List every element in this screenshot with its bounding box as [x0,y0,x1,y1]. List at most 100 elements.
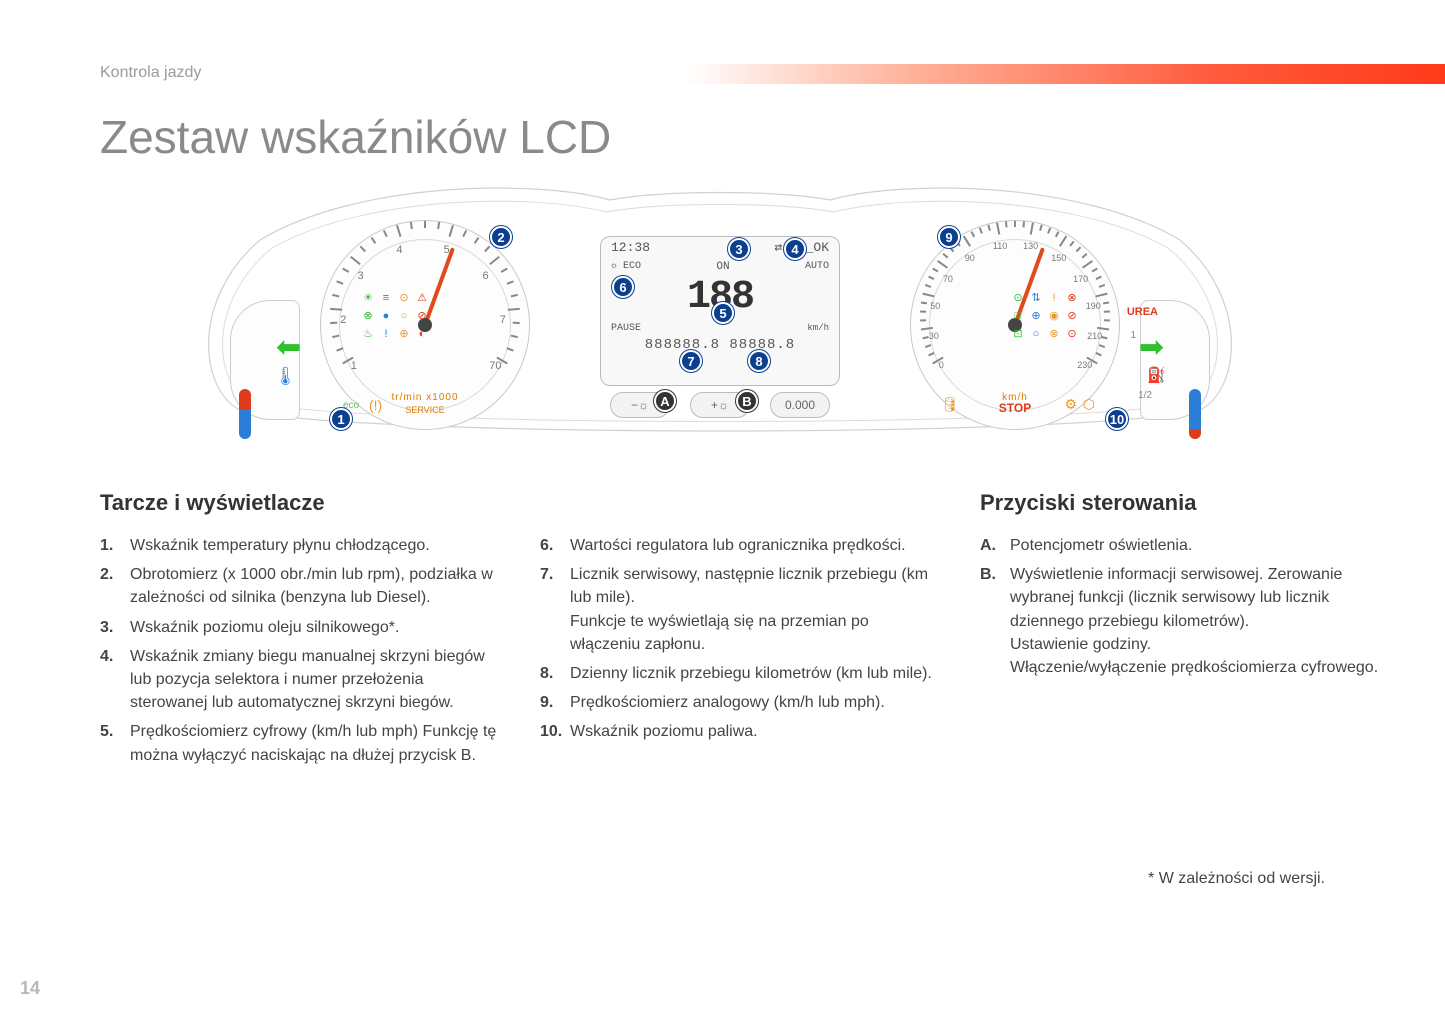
column-dials-1: Tarcze i wyświetlacze 1.Wskaźnik tempera… [100,490,500,773]
header-gradient [685,64,1445,84]
list-item: 10.Wskaźnik poziomu paliwa. [540,720,940,743]
list-item-number: 5. [100,720,130,766]
list-item: 2.Obrotomierz (x 1000 obr./min lub rpm),… [100,563,500,609]
warning-light-icon: ⊘ [1065,309,1079,323]
lcd-unit: km/h [807,323,829,334]
list-item-number: 2. [100,563,130,609]
list-item-number: A. [980,534,1010,557]
list-item-number: 6. [540,534,570,557]
lcd-auto: AUTO [805,261,829,273]
controls-heading: Przyciski sterowania [980,490,1380,516]
list-item-number: 7. [540,563,570,656]
list-item-number: 9. [540,691,570,714]
fuel-scale [1189,389,1201,439]
list-item-number: 4. [100,645,130,715]
footnote: * W zależności od wersji. [1148,870,1325,888]
list-item: 6.Wartości regulatora lub ogranicznika p… [540,534,940,557]
list-item: 8.Dzienny licznik przebiegu kilometrów (… [540,662,940,685]
check-icon: ⬡ [1083,396,1095,413]
list-item: 4.Wskaźnik zmiany biegu manualnej skrzyn… [100,645,500,715]
tacho-scale-num: 70 [489,360,501,372]
tacho-scale-num: 6 [483,270,489,282]
callout-4: 4 [784,238,806,260]
list-item-text: Obrotomierz (x 1000 obr./min lub rpm), p… [130,563,500,609]
content-columns: Tarcze i wyświetlacze 1.Wskaźnik tempera… [100,490,1380,773]
lcd-side-left: ☼ ECO [611,261,641,273]
speedo-scale-num: 170 [1073,274,1088,284]
trip-reset-button[interactable]: 0.000 [770,392,830,418]
tacho-scale-num: 4 [396,244,402,256]
warning-lights-left: ☀≡⊙⚠⊗●○⊘♨!⊕◐ [360,290,430,342]
list-item: 1.Wskaźnik temperatury płynu chłodzącego… [100,534,500,557]
dials-heading: Tarcze i wyświetlacze [100,490,500,516]
callout-6: 6 [612,276,634,298]
callout-10: 10 [1106,408,1128,430]
callout-9: 9 [938,226,960,248]
warning-light-icon: ⊕ [397,327,411,341]
callout-B: B [736,390,758,412]
warning-light-icon: ⊗ [361,309,375,323]
warning-light-icon: ⚠ [415,291,429,305]
page-number: 14 [20,978,40,999]
list-item: 3.Wskaźnik poziomu oleju silnikowego*. [100,616,500,639]
warning-light-icon: ⊙ [1011,291,1025,305]
list-item-number: 3. [100,616,130,639]
warning-light-icon: ⇅ [1029,291,1043,305]
speedo-scale-num: 230 [1077,360,1092,370]
callout-3: 3 [728,238,750,260]
list-item-number: 10. [540,720,570,743]
warning-light-icon: ◐ [415,327,429,341]
list-item: 5.Prędkościomierz cyfrowy (km/h lub mph)… [100,720,500,766]
warning-light-icon: ♨ [361,327,375,341]
list-item-text: Wartości regulatora lub ogranicznika prę… [570,534,940,557]
lcd-clock: 12:38 [611,240,650,255]
warning-light-icon: ! [379,327,393,341]
lcd-cruise: ON [716,261,729,273]
engine-icon: ⚙ [1064,396,1077,413]
tacho-scale-num: 1 [351,360,357,372]
warning-light-icon: ○ [1029,327,1043,341]
warning-lights-right: ⊙⇅!⊗□⊕◉⊘⊡○⊗⊙ [1010,290,1080,342]
speedo-scale-num: 0 [939,360,944,370]
tacho-scale-num: 5 [444,244,450,256]
lcd-pause: PAUSE [611,323,641,334]
warning-light-icon: □ [1011,309,1025,323]
tacho-scale-num: 7 [500,314,506,326]
tacho-scale-num: 3 [357,270,363,282]
tpms-icon: (!) [369,397,382,413]
speedo-scale-num: 70 [943,274,953,284]
column-dials-2: . 6.Wartości regulatora lub ogranicznika… [540,490,940,773]
warning-light-icon: ⊙ [397,291,411,305]
dials-list-2: 6.Wartości regulatora lub ogranicznika p… [540,534,940,744]
urea-label: UREA [1127,306,1158,318]
warning-light-icon: ◉ [1047,309,1061,323]
breadcrumb: Kontrola jazdy [100,64,201,82]
warning-light-icon: ⊙ [1065,327,1079,341]
warning-light-icon: ⊗ [1047,327,1061,341]
speedo-scale-num: 190 [1086,301,1101,311]
fuel-full-label: 1 [1130,330,1136,341]
fuel-half-label: 1/2 [1138,390,1152,401]
warning-light-icon: ⊕ [1029,309,1043,323]
warning-light-icon: ○ [397,309,411,323]
warning-light-icon: ● [379,309,393,323]
fuel-icon: ⛽ [1147,366,1166,384]
coolant-icon: 🌡 [274,366,297,387]
list-item-text: Wskaźnik zmiany biegu manualnej skrzyni … [130,645,500,715]
callout-8: 8 [748,350,770,372]
lcd-odometer: 888888.8 88888.8 [645,337,795,353]
controls-list: A.Potencjometr oświetlenia.B.Wyświetleni… [980,534,1380,679]
list-item-number: 8. [540,662,570,685]
list-item-text: Licznik serwisowy, następnie licznik prz… [570,563,940,656]
tacho-scale-num: 2 [340,314,346,326]
list-item-text: Prędkościomierz analogowy (km/h lub mph)… [570,691,940,714]
speedo-scale-num: 150 [1051,253,1066,263]
speedo-scale-num: 210 [1087,331,1102,341]
list-item-text: Dzienny licznik przebiegu kilometrów (km… [570,662,940,685]
warning-light-icon: ⊘ [415,309,429,323]
warning-light-icon: ⊡ [1011,327,1025,341]
callout-1: 1 [330,408,352,430]
temp-scale [239,389,251,439]
speedo-scale-num: 110 [993,241,1007,251]
speedo-scale-num: 50 [930,301,940,311]
